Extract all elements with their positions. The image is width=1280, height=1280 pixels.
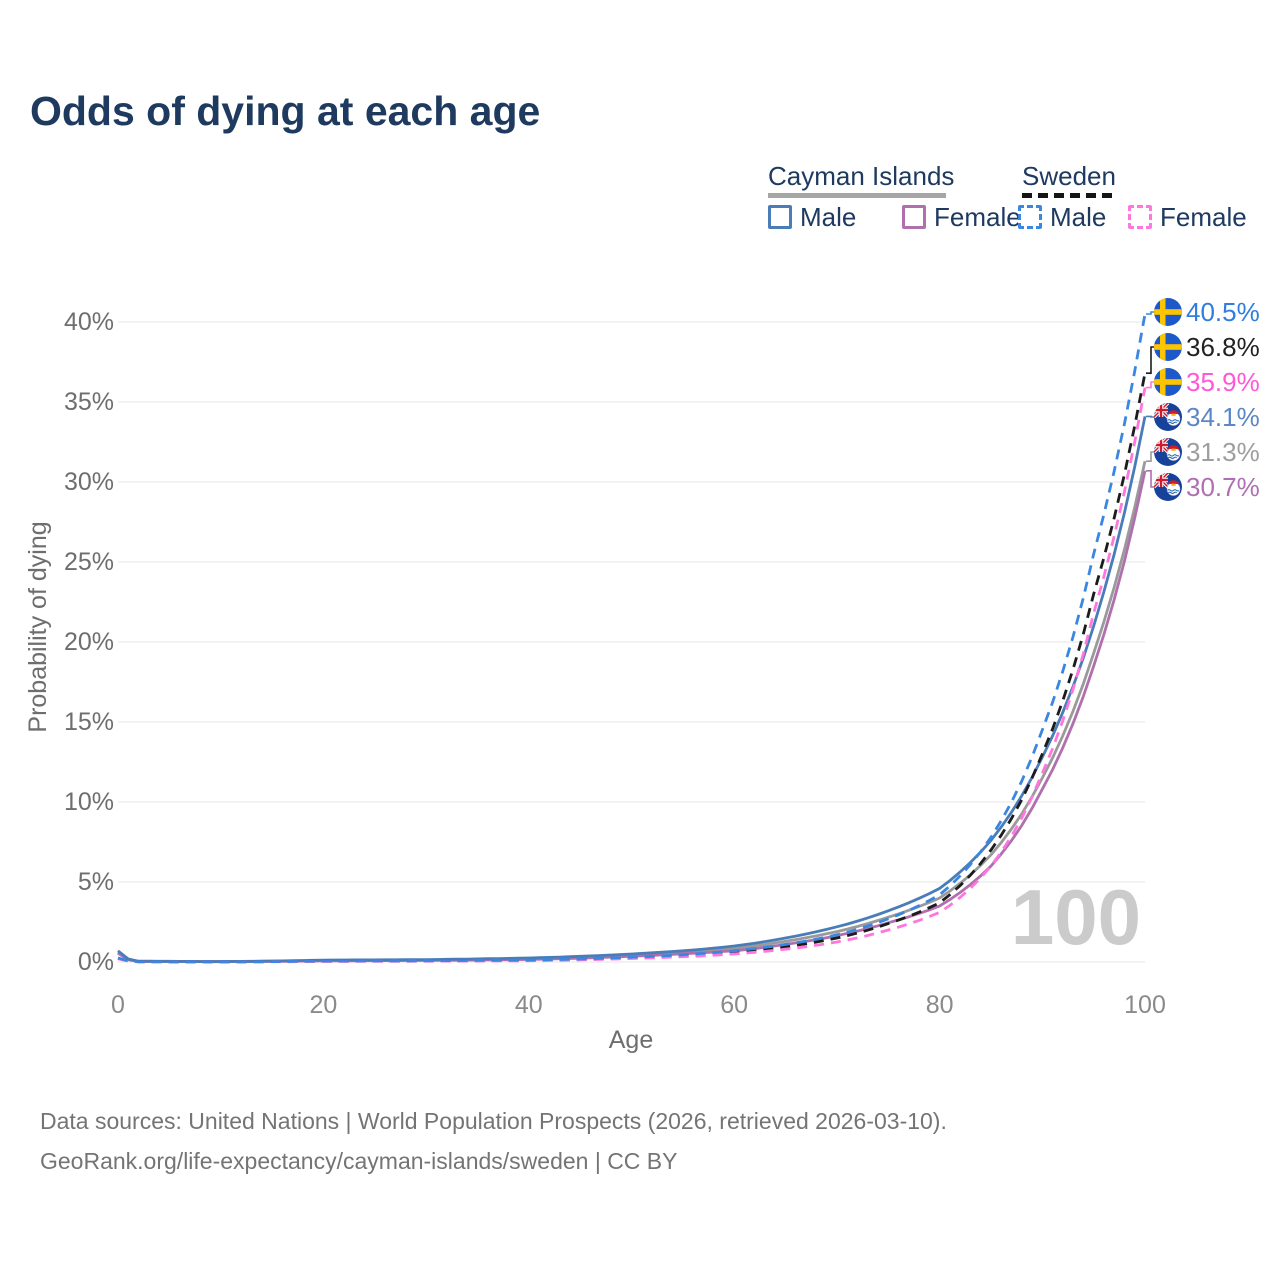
x-axis-ticks: 0 20 40 60 80 100 (111, 991, 1166, 1019)
legend-label: Male (1050, 201, 1107, 232)
cayman-islands-flag-icon (1154, 473, 1182, 501)
end-label-connector (1146, 470, 1154, 488)
sweden-flag-icon (1154, 298, 1182, 326)
page-title: Odds of dying at each age (30, 88, 541, 134)
end-label-connector (1146, 311, 1154, 315)
sweden-flag-icon (1154, 368, 1182, 396)
y-tick-label: 30% (64, 468, 114, 496)
x-tick-label: 40 (515, 991, 543, 1019)
x-axis-title: Age (609, 1026, 653, 1054)
legend-group-cayman-islands[interactable]: Cayman Islands (768, 161, 955, 191)
y-tick-label: 40% (64, 308, 114, 336)
end-label-connector (1146, 415, 1154, 418)
legend-item-sweden-female[interactable]: Female (1128, 202, 1247, 232)
y-tick-label: 10% (64, 788, 114, 816)
cayman-female-swatch (902, 205, 926, 229)
legend-item-sweden-male[interactable]: Male (1018, 202, 1106, 232)
series-end-labels: 40.5% 36.8% 35.9% 34.1% 31.3% 30.7% (1146, 297, 1260, 502)
series-line-cayman-islands-both-sexes[interactable] (117, 460, 1147, 963)
series-line-sweden-both-sexes[interactable] (117, 372, 1147, 964)
legend-item-cayman-male[interactable]: Male (768, 202, 856, 232)
sweden-female-swatch (1128, 205, 1152, 229)
x-tick-label: 20 (309, 991, 337, 1019)
x-tick-label: 80 (926, 991, 954, 1019)
end-value-label: 35.9% (1186, 367, 1260, 397)
legend-label: Female (1160, 201, 1247, 232)
series-line-cayman-islands-female[interactable] (117, 470, 1147, 964)
legend-sweden-line-swatch (1022, 193, 1113, 198)
y-tick-label: 35% (64, 388, 114, 416)
sweden-male-swatch (1018, 205, 1042, 229)
legend-cayman-line-swatch (768, 193, 946, 198)
y-tick-label: 0% (78, 948, 114, 976)
sweden-flag-icon (1154, 333, 1182, 361)
legend-label: Female (934, 201, 1021, 232)
y-tick-label: 20% (64, 628, 114, 656)
end-label-connector (1146, 381, 1154, 389)
x-tick-label: 100 (1124, 991, 1166, 1019)
y-tick-label: 5% (78, 868, 114, 896)
series-line-cayman-islands-male[interactable] (117, 416, 1147, 963)
legend-group-sweden[interactable]: Sweden (1022, 161, 1116, 191)
y-axis-title: Probability of dying (24, 521, 52, 732)
cayman-islands-flag-icon (1154, 438, 1182, 466)
end-value-label: 36.8% (1186, 332, 1260, 362)
data-source-text: Data sources: United Nations | World Pop… (40, 1108, 947, 1134)
legend-item-cayman-female[interactable]: Female (902, 202, 1021, 232)
series-line-sweden-male[interactable] (117, 313, 1147, 964)
end-value-label: 40.5% (1186, 297, 1260, 327)
end-value-label: 30.7% (1186, 472, 1260, 502)
y-tick-label: 15% (64, 708, 114, 736)
series-line-sweden-female[interactable] (117, 387, 1147, 964)
end-label-connector (1146, 451, 1154, 462)
end-value-label: 31.3% (1186, 437, 1260, 467)
age-counter-watermark: 100 (1011, 873, 1141, 961)
x-tick-label: 0 (111, 991, 125, 1019)
legend-label: Male (800, 201, 857, 232)
series-lines (117, 313, 1147, 964)
cayman-male-swatch (768, 205, 792, 229)
x-tick-label: 60 (720, 991, 748, 1019)
y-tick-label: 25% (64, 548, 114, 576)
end-label-connector (1146, 346, 1154, 374)
cayman-islands-flag-icon (1154, 403, 1182, 431)
y-axis-ticks: 0% 5% 10% 15% 20% 25% 30% 35% 40% (64, 308, 114, 976)
end-value-label: 34.1% (1186, 402, 1260, 432)
attribution-link[interactable]: GeoRank.org/life-expectancy/cayman-islan… (40, 1148, 678, 1174)
